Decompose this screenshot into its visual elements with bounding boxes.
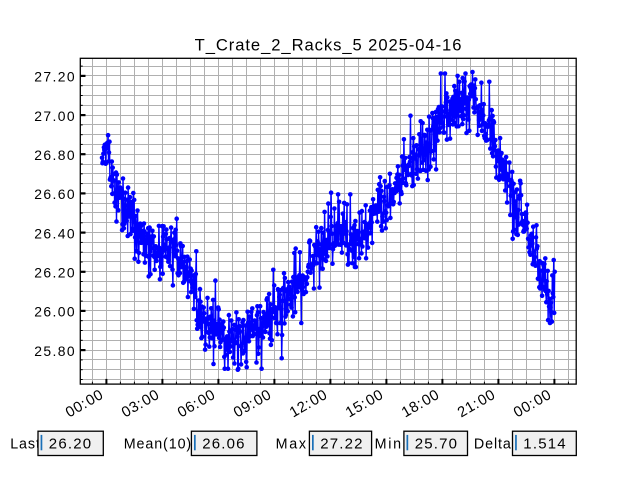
svg-text::: : — [358, 396, 370, 412]
svg-text:Min: Min — [375, 436, 403, 452]
svg-text:26.40: 26.40 — [34, 225, 76, 241]
svg-text:26.20: 26.20 — [34, 265, 76, 281]
svg-text::: : — [134, 396, 146, 412]
svg-text:27.00: 27.00 — [34, 108, 76, 124]
svg-text:Delta: Delta — [474, 436, 512, 452]
svg-text:26.00: 26.00 — [34, 304, 76, 320]
svg-text:Mean(10): Mean(10) — [124, 436, 192, 452]
svg-text:26.20: 26.20 — [49, 435, 93, 452]
svg-text::: : — [190, 396, 202, 412]
svg-text::: : — [246, 396, 258, 412]
svg-text::: : — [78, 396, 90, 412]
svg-text:Last: Last — [10, 436, 41, 452]
svg-text:Max: Max — [276, 436, 308, 452]
svg-text:27.20: 27.20 — [34, 69, 76, 85]
svg-text:25.70: 25.70 — [415, 435, 459, 452]
svg-text::: : — [302, 396, 314, 412]
svg-text:27.22: 27.22 — [320, 435, 364, 452]
svg-text:25.80: 25.80 — [34, 343, 76, 359]
svg-text::: : — [414, 396, 426, 412]
svg-text:T_Crate_2_Racks_5 2025-04-16: T_Crate_2_Racks_5 2025-04-16 — [195, 35, 463, 54]
svg-text:26.80: 26.80 — [34, 147, 76, 163]
svg-text:26.06: 26.06 — [202, 435, 246, 452]
svg-text::: : — [470, 396, 482, 412]
svg-text:1.514: 1.514 — [523, 435, 567, 452]
svg-text:26.60: 26.60 — [34, 186, 76, 202]
svg-text::: : — [526, 396, 538, 412]
